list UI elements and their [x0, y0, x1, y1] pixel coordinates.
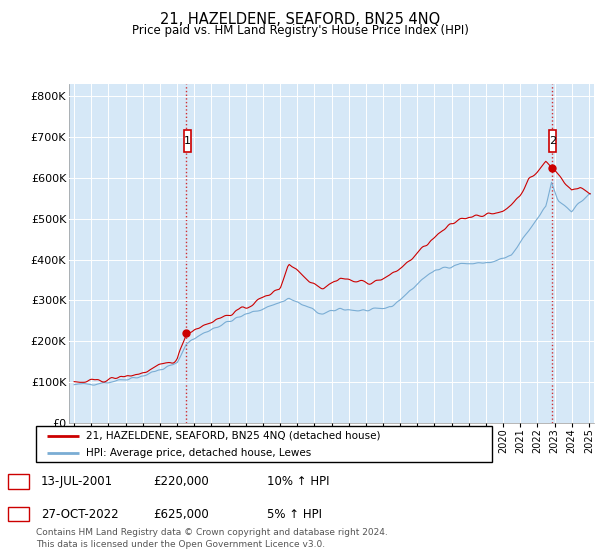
Text: 21, HAZELDENE, SEAFORD, BN25 4NQ (detached house): 21, HAZELDENE, SEAFORD, BN25 4NQ (detach…	[86, 431, 380, 441]
Text: 10% ↑ HPI: 10% ↑ HPI	[267, 475, 329, 488]
Text: 5% ↑ HPI: 5% ↑ HPI	[267, 507, 322, 521]
Text: 27-OCT-2022: 27-OCT-2022	[41, 507, 118, 521]
Text: £220,000: £220,000	[153, 475, 209, 488]
Text: 2: 2	[550, 136, 556, 146]
Text: 13-JUL-2001: 13-JUL-2001	[41, 475, 113, 488]
Text: 1: 1	[15, 477, 22, 487]
Text: Price paid vs. HM Land Registry's House Price Index (HPI): Price paid vs. HM Land Registry's House …	[131, 24, 469, 36]
Bar	[550, 130, 556, 152]
FancyBboxPatch shape	[36, 426, 492, 462]
Text: 21, HAZELDENE, SEAFORD, BN25 4NQ: 21, HAZELDENE, SEAFORD, BN25 4NQ	[160, 12, 440, 27]
Bar	[184, 130, 191, 152]
Text: Contains HM Land Registry data © Crown copyright and database right 2024.
This d: Contains HM Land Registry data © Crown c…	[36, 528, 388, 549]
Text: 1: 1	[184, 136, 191, 146]
Text: 2: 2	[15, 509, 22, 519]
Text: HPI: Average price, detached house, Lewes: HPI: Average price, detached house, Lewe…	[86, 448, 311, 458]
Text: £625,000: £625,000	[153, 507, 209, 521]
